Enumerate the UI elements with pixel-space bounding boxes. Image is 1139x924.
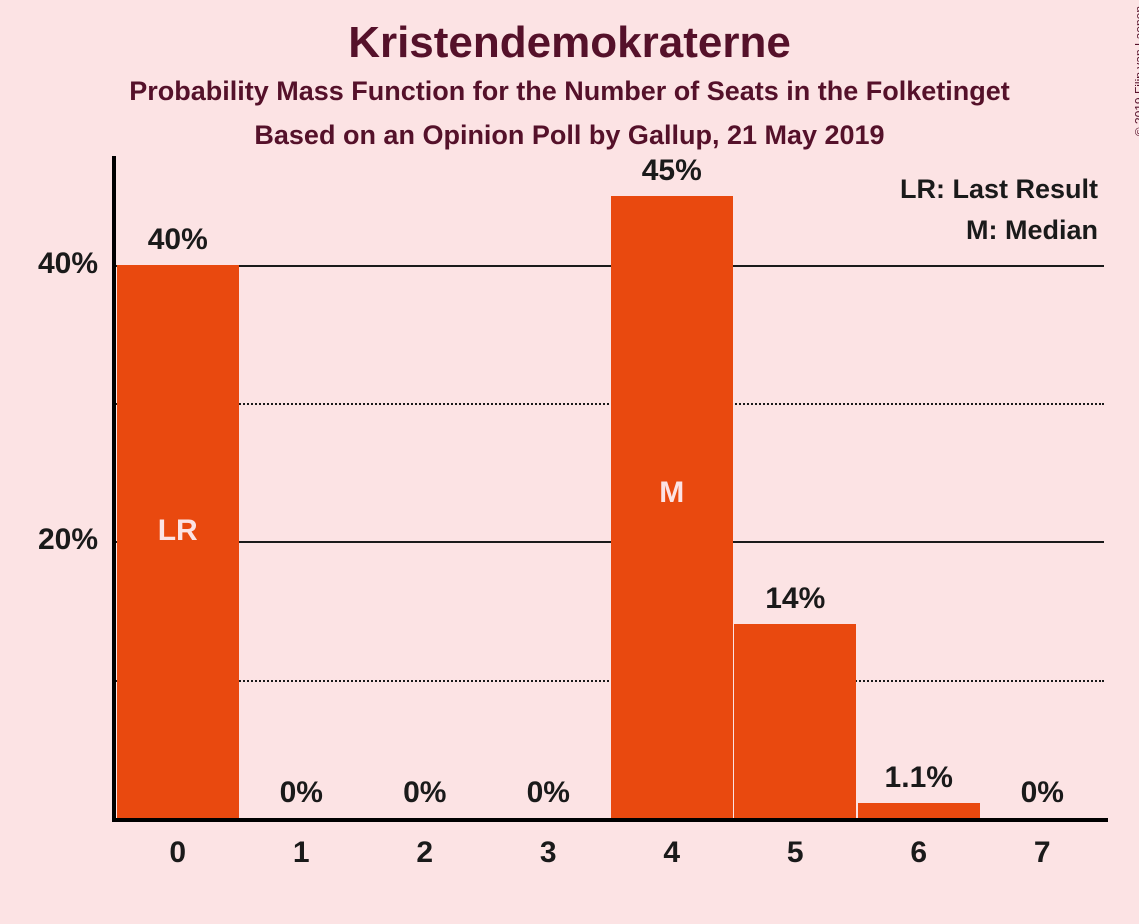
x-axis-tick-label: 1 [293,836,310,870]
bar: LR [117,265,239,818]
bar-value-label: 0% [527,776,570,810]
bar-value-label: 40% [148,223,208,257]
bar [858,803,980,818]
bar-inner-label: LR [117,514,239,548]
legend-entry: M: Median [966,215,1098,246]
legend-entry: LR: Last Result [900,174,1098,205]
bar-value-label: 0% [280,776,323,810]
x-axis-tick-label: 6 [910,836,927,870]
bar-value-label: 0% [1021,776,1064,810]
bar-value-label: 14% [765,582,825,616]
x-axis-tick-label: 0 [169,836,186,870]
bar-inner-label: M [611,476,733,510]
chart-subtitle-2: Based on an Opinion Poll by Gallup, 21 M… [0,120,1139,151]
y-axis [112,156,116,822]
copyright-text: © 2019 Filip van Laenen [1132,6,1139,136]
chart-subtitle-1: Probability Mass Function for the Number… [0,76,1139,107]
x-axis [112,818,1108,822]
chart-plot-area: 40%20%LR40%00%10%20%3M45%414%51.1%60%7LR… [116,168,1104,818]
bar [734,624,856,818]
bar-value-label: 1.1% [885,761,953,795]
bar: M [611,196,733,818]
x-axis-tick-label: 5 [787,836,804,870]
x-axis-tick-label: 2 [416,836,433,870]
y-axis-tick-label: 20% [38,523,98,557]
bar-value-label: 0% [403,776,446,810]
x-axis-tick-label: 7 [1034,836,1051,870]
x-axis-tick-label: 4 [663,836,680,870]
chart-title: Kristendemokraterne [0,18,1139,68]
y-axis-tick-label: 40% [38,247,98,281]
x-axis-tick-label: 3 [540,836,557,870]
bar-value-label: 45% [642,154,702,188]
